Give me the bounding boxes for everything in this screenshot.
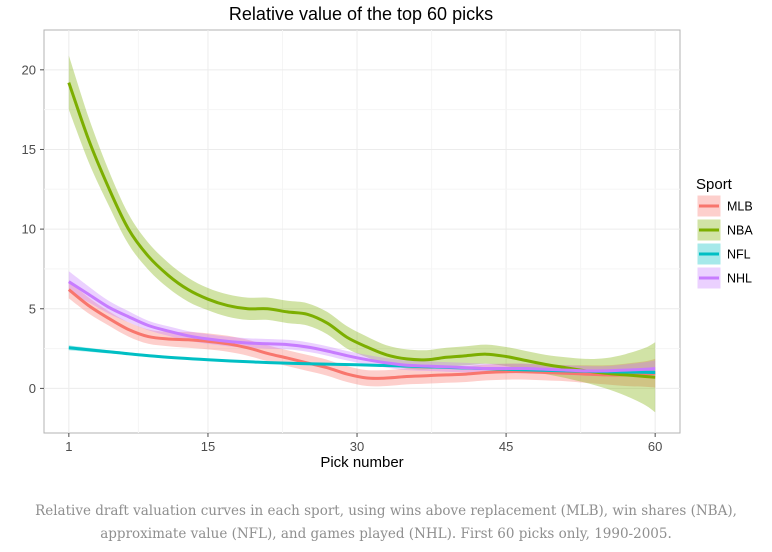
x-axis: 1 15 30 45 60 (65, 433, 662, 454)
y-tick-label: 20 (22, 62, 36, 77)
figure-caption: Relative draft valuation curves in each … (35, 503, 737, 542)
x-tick-label: 45 (499, 439, 513, 454)
x-tick-label: 1 (65, 439, 72, 454)
y-axis: 0 5 10 15 20 (22, 62, 44, 396)
line-nba (67, 82, 656, 379)
legend-label-mlb: MLB (727, 200, 753, 214)
x-tick-label: 60 (648, 439, 662, 454)
line-mlb (67, 288, 656, 380)
x-axis-title: Pick number (320, 454, 403, 471)
line-nhl (68, 280, 656, 373)
y-tick-label: 10 (22, 222, 36, 237)
legend-label-nhl: NHL (727, 272, 752, 286)
y-tick-label: 15 (22, 142, 36, 157)
band-nhl (68, 271, 656, 377)
band-nba (68, 55, 656, 413)
legend-title: Sport (696, 176, 733, 193)
legend-label-nba: NBA (727, 224, 753, 238)
y-tick-label: 0 (29, 381, 36, 396)
chart-title: Relative value of the top 60 picks (229, 4, 493, 24)
series-lines (67, 82, 656, 380)
chart: Relative value of the top 60 picks 1 15 30… (22, 4, 754, 471)
x-tick-label: 30 (350, 439, 364, 454)
legend: Sport MLB NBA NFL NHL (696, 176, 753, 290)
legend-label-nfl: NFL (727, 248, 751, 262)
y-tick-label: 5 (29, 301, 36, 316)
x-tick-label: 15 (201, 439, 215, 454)
